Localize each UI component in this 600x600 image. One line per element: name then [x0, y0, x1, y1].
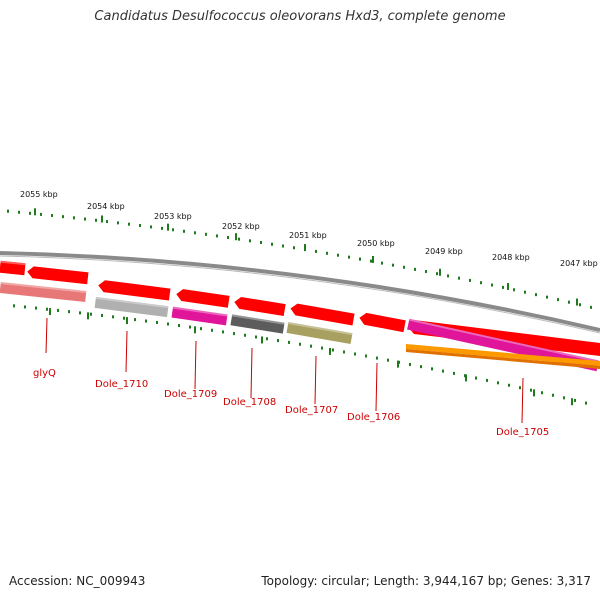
- gene-forward-feature: [234, 296, 286, 316]
- scale-label: 2052 kbp: [222, 222, 260, 231]
- scale-label: 2053 kbp: [154, 212, 192, 221]
- gene-labels: glyQ Dole_1710 Dole_1709 Dole_1708 Dole_1707…: [33, 317, 549, 438]
- gene-label: Dole_1708: [223, 397, 276, 408]
- gene-label: glyQ: [33, 368, 56, 379]
- scale-label: 2049 kbp: [425, 247, 463, 256]
- gene-dole-1705-feature-bands: [406, 344, 600, 369]
- backbone-outer: [0, 251, 600, 332]
- gene-leader-line: [250, 347, 253, 399]
- scale-labels: 2055 kbp 2054 kbp 2053 kbp 2052 kbp 2051 kbp…: [20, 190, 598, 268]
- gene-forward-feature: [98, 280, 171, 301]
- gene-leader-line: [521, 377, 524, 424]
- gene-label: Dole_1706: [347, 412, 400, 423]
- scale-label: 2050 kbp: [357, 239, 395, 248]
- gene-leader-line: [45, 317, 48, 354]
- gene-label: Dole_1707: [285, 405, 338, 416]
- accession-text: Accession: NC_009943: [9, 574, 146, 588]
- scale-label: 2054 kbp: [87, 202, 125, 211]
- scale-label: 2047 kbp: [560, 259, 598, 268]
- gene-features: [0, 260, 600, 372]
- gene-forward-feature: [27, 266, 89, 285]
- gene-leader-line: [314, 355, 317, 405]
- genome-stats-text: Topology: circular; Length: 3,944,167 bp…: [261, 574, 591, 588]
- gene-forward-feature: [290, 303, 355, 326]
- gene-dole-1709-feature: [171, 306, 228, 326]
- gene-label: Dole_1710: [95, 379, 148, 390]
- gene-forward-feature: [0, 260, 26, 276]
- gene-forward-feature: [359, 312, 406, 333]
- gene-dole-1708-feature: [230, 314, 285, 334]
- gene-dole-1710-feature: [94, 296, 169, 318]
- gene-leader-line: [125, 330, 128, 373]
- gene-leader-line: [194, 340, 197, 390]
- scale-ticks: [7, 208, 592, 406]
- map-title: Candidatus Desulfococcus oleovorans Hxd3…: [94, 9, 506, 24]
- scale-label: 2055 kbp: [20, 190, 58, 199]
- scale-label: 2048 kbp: [492, 253, 530, 262]
- scale-label: 2051 kbp: [289, 231, 327, 240]
- gene-label: Dole_1705: [496, 427, 549, 438]
- gene-leader-line: [375, 362, 378, 412]
- gene-forward-feature: [176, 289, 230, 308]
- gene-glyq-feature: [0, 282, 87, 302]
- backbone-inner: [0, 255, 600, 334]
- gene-dole-1707-feature: [286, 321, 353, 345]
- gene-label: Dole_1709: [164, 389, 217, 400]
